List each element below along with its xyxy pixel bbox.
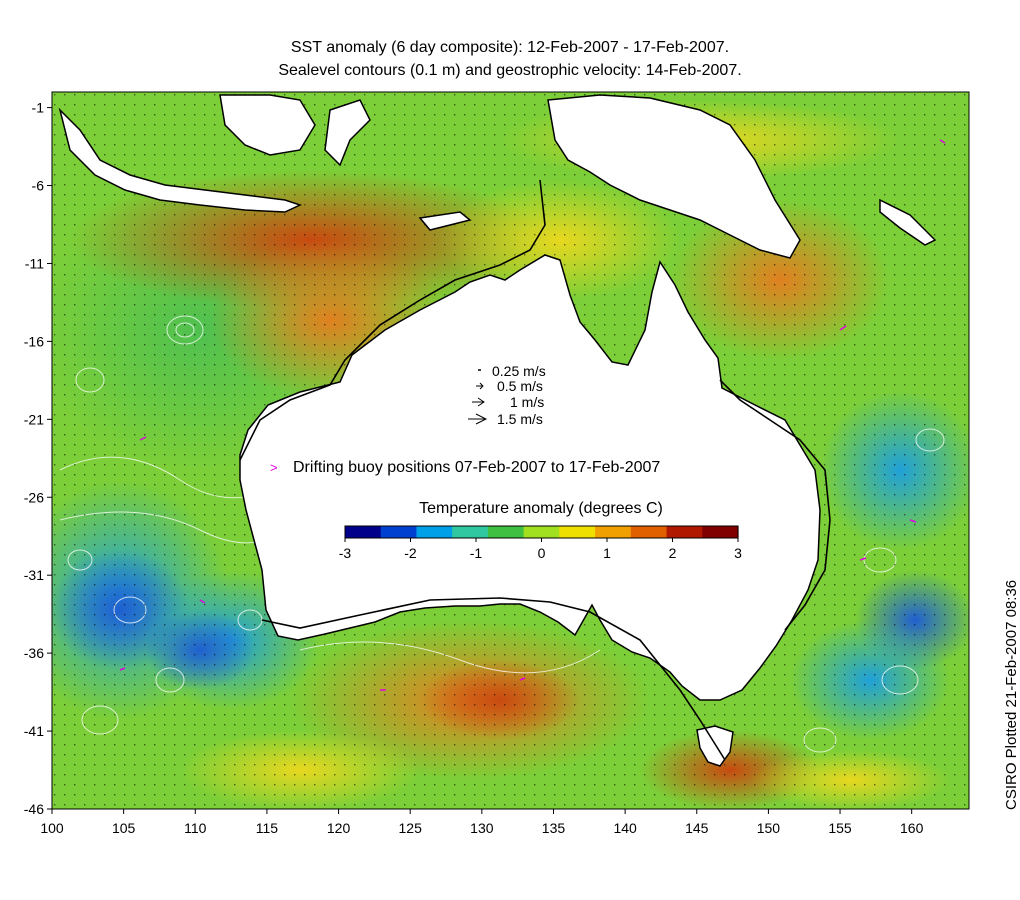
x-tick-label: 155 bbox=[828, 820, 852, 836]
velocity-legend-label: 0.25 m/s bbox=[492, 363, 546, 379]
timor bbox=[418, 211, 472, 231]
colorbar-tick-label: 2 bbox=[669, 545, 677, 561]
solomon-islands bbox=[879, 198, 937, 246]
colorbar-segment bbox=[559, 526, 596, 538]
y-tick-label: -21 bbox=[24, 411, 44, 427]
java-sumatra bbox=[58, 107, 303, 213]
buoy-marker-icon: > bbox=[270, 460, 278, 475]
colorbar-segment bbox=[416, 526, 453, 538]
y-tick-label: -11 bbox=[25, 255, 44, 271]
colorbar bbox=[344, 525, 739, 539]
new-guinea bbox=[547, 94, 801, 259]
velocity-legend-label: 1.5 m/s bbox=[497, 411, 543, 427]
map-title-line-1: SST anomaly (6 day composite): 12-Feb-20… bbox=[290, 39, 730, 56]
x-tick-label: 150 bbox=[757, 820, 781, 836]
sulawesi bbox=[324, 99, 371, 167]
colorbar-segment bbox=[702, 526, 739, 538]
x-tick-label: 100 bbox=[40, 820, 64, 836]
australia-mainland bbox=[239, 254, 821, 701]
colorbar-segment bbox=[595, 526, 632, 538]
y-axis: -1 -6 -11 -16 -21 -26 -31 -36 -41 -46 bbox=[24, 100, 52, 817]
y-tick-label: -1 bbox=[32, 100, 45, 116]
colorbar-tick-label: 1 bbox=[603, 545, 611, 561]
x-tick-label: 120 bbox=[327, 820, 351, 836]
colorbar-segment bbox=[487, 526, 525, 538]
arrow-icon bbox=[472, 397, 485, 407]
arrow-icon bbox=[468, 413, 488, 425]
x-tick-label: 145 bbox=[685, 820, 709, 836]
shelf-contour bbox=[239, 179, 831, 761]
x-tick-label: 105 bbox=[112, 820, 136, 836]
y-tick-label: -6 bbox=[32, 178, 45, 194]
x-tick-label: 135 bbox=[542, 820, 566, 836]
map-title-line-2: Sealevel contours (0.1 m) and geostrophi… bbox=[278, 62, 742, 79]
y-tick-label: -16 bbox=[24, 333, 44, 349]
x-tick-label: 115 bbox=[256, 820, 279, 836]
velocity-legend: 0.25 m/s 0.5 m/s 1 m/s 1.5 m/s bbox=[468, 363, 546, 427]
credit-text: CSIRO Plotted 21-Feb-2007 08:36 bbox=[1003, 579, 1020, 810]
colorbar-tick-label: -2 bbox=[404, 545, 417, 561]
y-tick-label: -41 bbox=[24, 723, 44, 739]
y-tick-label: -26 bbox=[24, 489, 44, 505]
x-tick-label: 140 bbox=[613, 820, 637, 836]
colorbar-segment bbox=[380, 526, 418, 538]
colorbar-ticks: -3 -2 -1 0 1 2 3 bbox=[339, 538, 742, 561]
colorbar-segment bbox=[345, 526, 382, 538]
x-tick-label: 130 bbox=[470, 820, 494, 836]
y-tick-label: -36 bbox=[24, 645, 44, 661]
colorbar-segment bbox=[630, 526, 668, 538]
arrow-icon bbox=[476, 382, 484, 390]
x-tick-label: 125 bbox=[399, 820, 423, 836]
x-tick-label: 110 bbox=[184, 820, 207, 836]
colorbar-title: Temperature anomaly (degrees C) bbox=[419, 500, 663, 517]
x-axis: 100 105 110 115 120 125 130 135 140 145 150 155 160 bbox=[40, 809, 924, 836]
y-tick-label: -46 bbox=[24, 801, 44, 817]
colorbar-segment bbox=[523, 526, 560, 538]
x-tick-label: 160 bbox=[900, 820, 924, 836]
colorbar-segment bbox=[452, 526, 489, 538]
buoy-legend-label: Drifting buoy positions 07-Feb-2007 to 1… bbox=[293, 459, 660, 476]
sst-field bbox=[52, 92, 969, 809]
colorbar-tick-label: -3 bbox=[339, 545, 352, 561]
velocity-legend-label: 0.5 m/s bbox=[497, 378, 543, 394]
borneo bbox=[219, 94, 316, 156]
y-tick-label: -31 bbox=[24, 567, 44, 583]
velocity-legend-label: 1 m/s bbox=[510, 394, 544, 410]
colorbar-segment bbox=[666, 526, 703, 538]
colorbar-tick-label: 0 bbox=[538, 545, 546, 561]
buoy-tracks bbox=[119, 139, 946, 691]
colorbar-tick-label: -1 bbox=[470, 545, 483, 561]
plot-frame bbox=[51, 91, 970, 810]
colorbar-tick-label: 3 bbox=[734, 545, 742, 561]
land bbox=[58, 94, 937, 767]
